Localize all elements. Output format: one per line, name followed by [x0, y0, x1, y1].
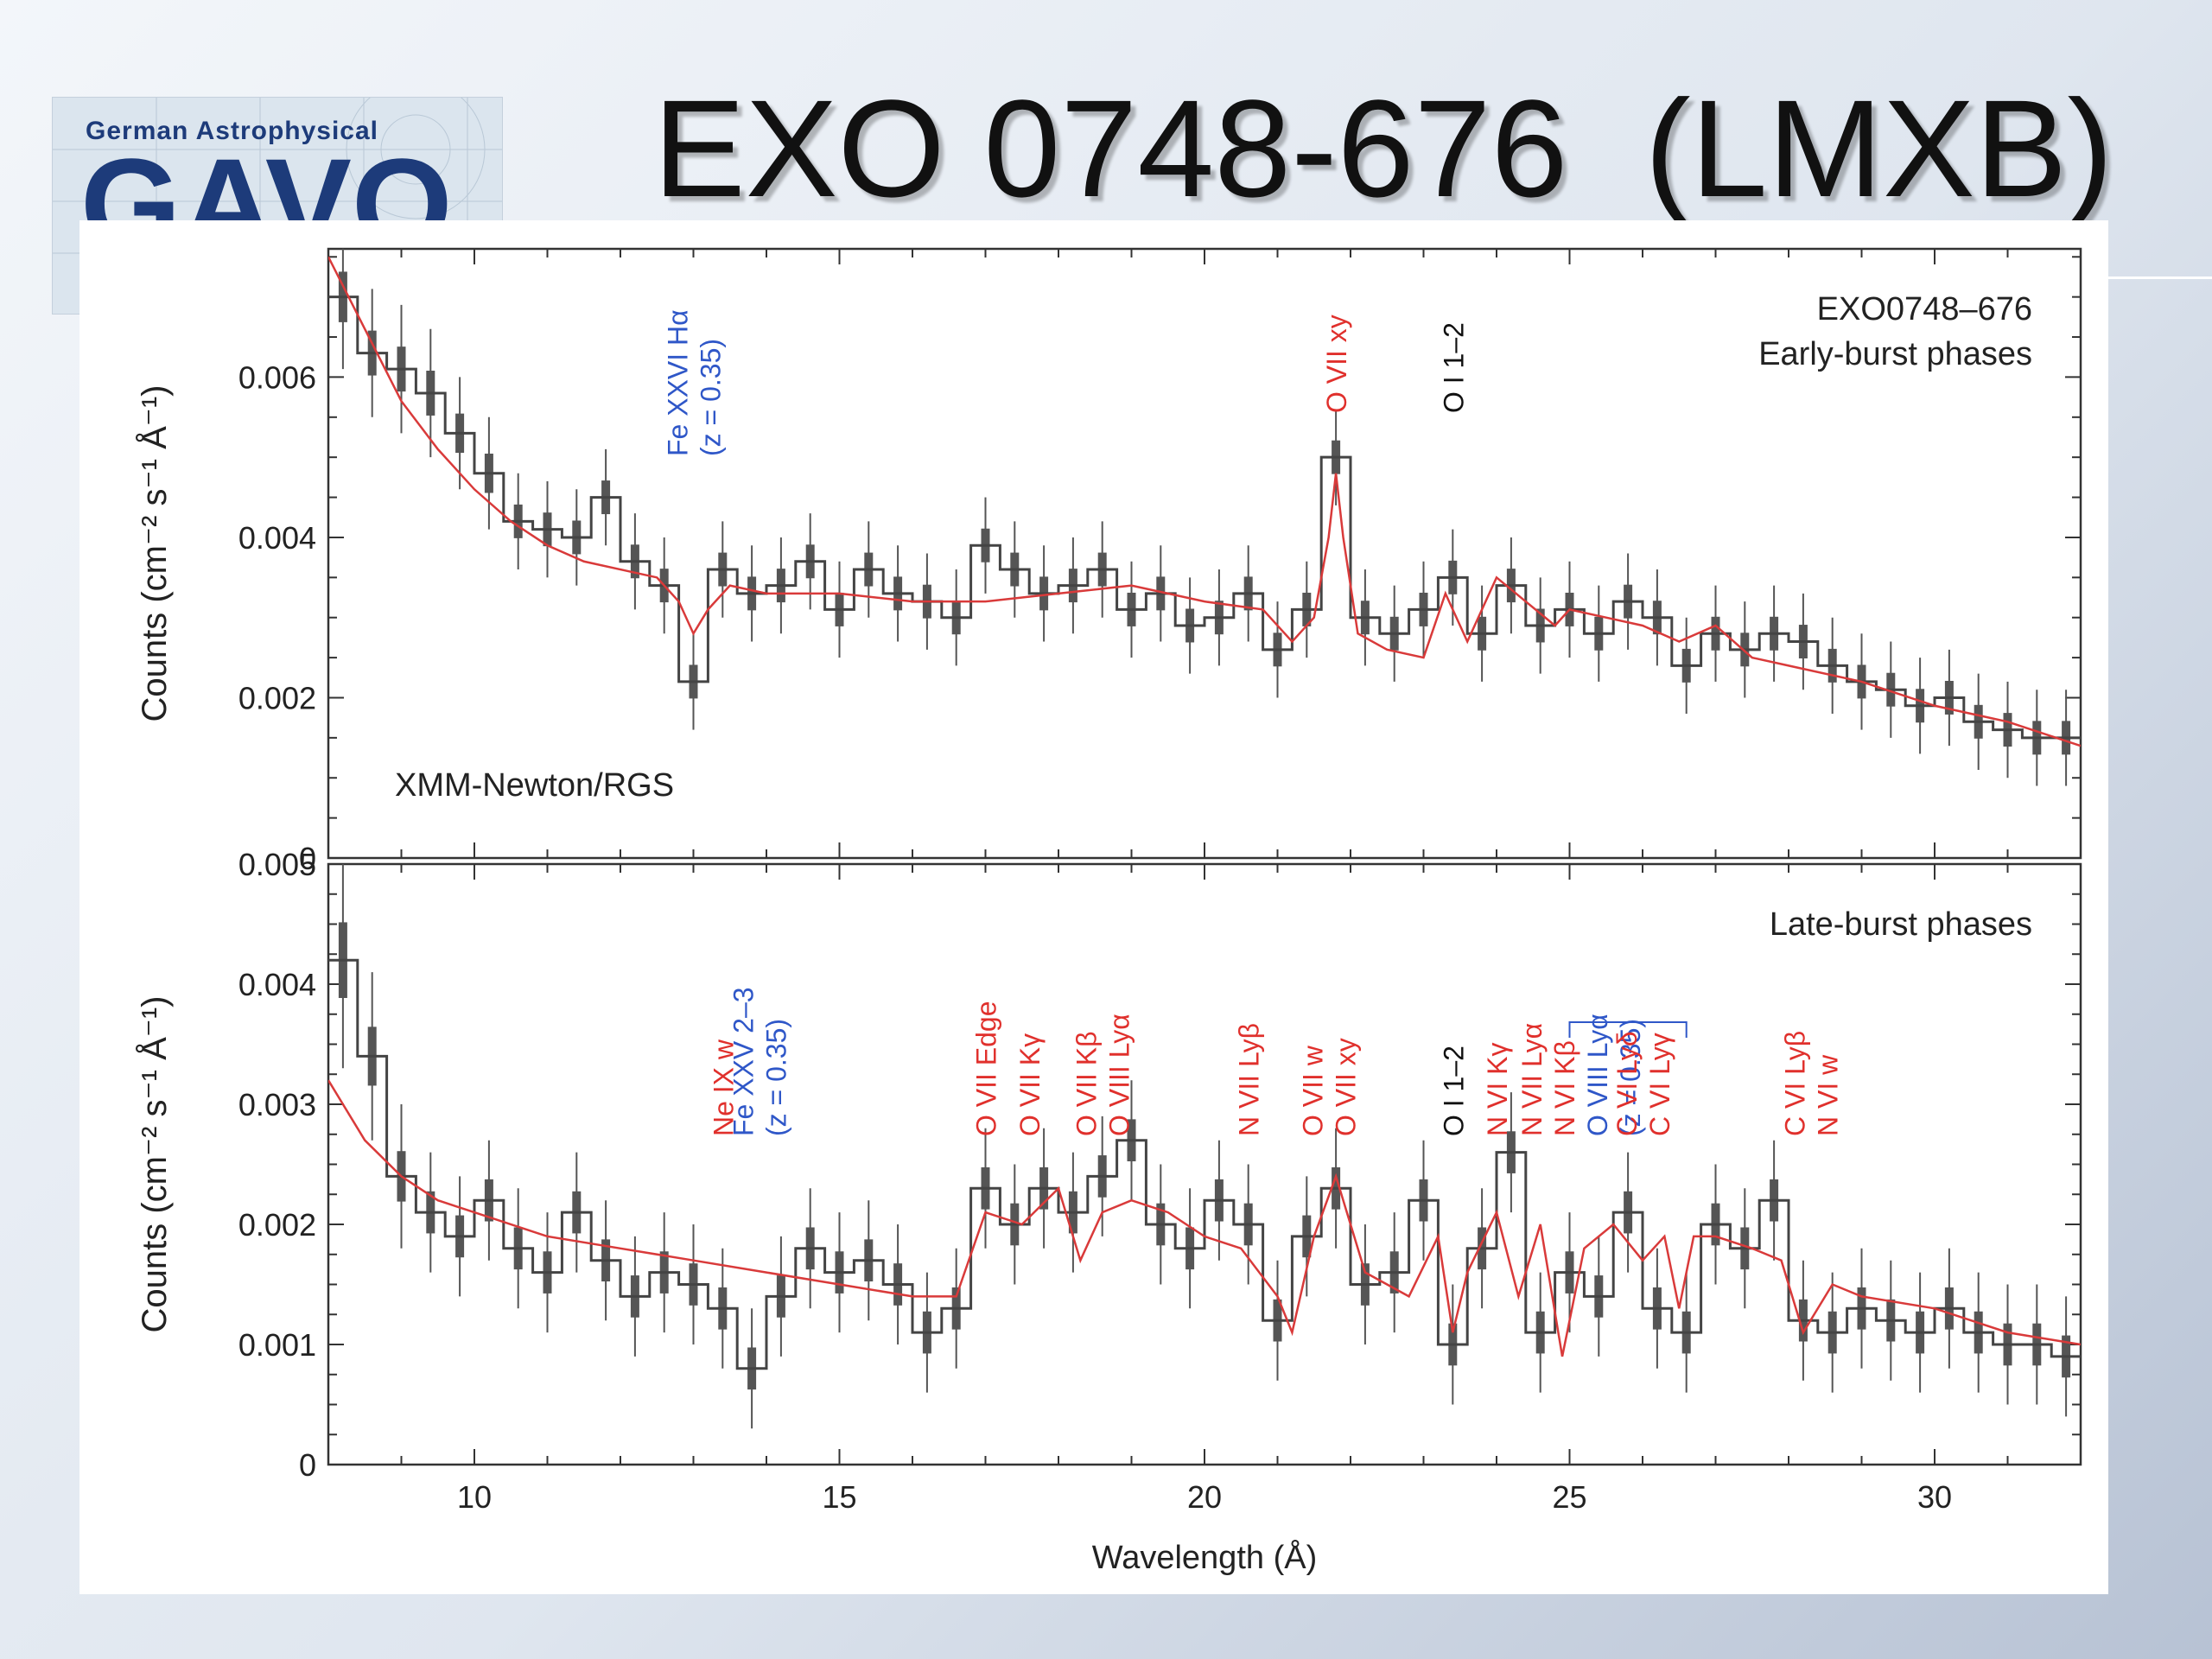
line-label: (z = 0.35) [761, 1019, 792, 1136]
data-layer [328, 249, 2081, 786]
line-label: C VI Lyγ [1644, 1033, 1675, 1136]
data-layer [328, 864, 2081, 1429]
panel-top: 0 0.002 0.004 0.006 Counts (cm⁻² s⁻¹ Å⁻¹) EXO… [135, 247, 2082, 876]
slide-title: EXO 0748-676 (LMXB) [653, 71, 2113, 226]
line-label: O I 1–2 [1438, 322, 1469, 413]
line-label: O VII xy [1331, 1038, 1362, 1136]
line-annotations: Ne IX wFe XXV 2–3 (z = 0.35) O VII Edge O V… [708, 987, 1843, 1136]
plot-frame [327, 862, 2082, 1466]
y-tick-label: 0.002 [238, 1207, 316, 1243]
x-tick-label: 30 [1917, 1479, 1952, 1515]
y-tick-label: 0.005 [238, 847, 316, 882]
line-label: O VII Kβ [1071, 1031, 1103, 1136]
line-label: (z = 0.35) [696, 339, 727, 456]
line-label: O VII Kγ [1014, 1033, 1046, 1136]
model-line [328, 1079, 2081, 1357]
line-annotations: Fe XXVI Hα (z = 0.35) O VII xy O I 1–2 [663, 309, 1470, 456]
line-label: (z = 0.35) [1615, 1019, 1646, 1136]
line-label: N VI w [1812, 1054, 1843, 1136]
x-axis-label: Wavelength (Å) [1092, 1538, 1317, 1576]
panel-bottom: 10 15 20 25 30 0 0.001 0.002 0.003 0.004 0.005 Coun… [135, 847, 2082, 1576]
y-tick-label: 0.003 [238, 1087, 316, 1122]
line-label: O VIII Lyα [1582, 1014, 1613, 1136]
y-axis-label: Counts (cm⁻² s⁻¹ Å⁻¹) [135, 995, 174, 1332]
panel-label: Late-burst phases [1770, 906, 2032, 943]
y-tick-label: 0.001 [238, 1327, 316, 1363]
x-tick-label: 25 [1552, 1479, 1586, 1515]
panel-label: EXO0748–676 [1817, 291, 2032, 327]
data-series [328, 249, 2081, 786]
line-label: N VI Kγ [1482, 1043, 1513, 1136]
line-label: Ne IX w [708, 1039, 739, 1136]
redshift-bracket [1568, 1021, 1688, 1038]
x-tick-label: 10 [457, 1479, 492, 1515]
x-tick-label: 20 [1187, 1479, 1222, 1515]
y-tick-label: 0.006 [238, 359, 316, 395]
x-ticks [327, 249, 2082, 858]
data-histogram [328, 296, 2081, 740]
data-histogram [328, 958, 2081, 1370]
line-label: O VII Edge [971, 1001, 1002, 1136]
y-tick-label: 0.002 [238, 680, 316, 715]
y-tick-label: 0 [299, 1447, 316, 1483]
line-label: N VII Lyβ [1234, 1023, 1265, 1136]
line-label: C VI Lyβ [1779, 1031, 1810, 1136]
logo-top-text: German Astrophysical [86, 117, 378, 145]
x-ticks: 10 15 20 25 30 [327, 864, 2082, 1515]
data-series [328, 864, 2081, 1429]
y-ticks: 0 0.002 0.004 0.006 [238, 256, 2081, 876]
line-label: N VI Kβ [1549, 1040, 1580, 1136]
y-tick-label: 0.004 [238, 967, 316, 1002]
y-tick-label: 0 [299, 841, 316, 876]
y-tick-label: 0.004 [238, 520, 316, 556]
line-label: Fe XXVI Hα [663, 309, 694, 456]
title-rule [2091, 276, 2212, 279]
panel-label: Early-burst phases [1758, 336, 2032, 372]
instrument-label: XMM-Newton/RGS [395, 767, 674, 804]
spectrum-chart: 0 0.002 0.004 0.006 Counts (cm⁻² s⁻¹ Å⁻¹) EXO… [135, 247, 2082, 1576]
line-label: N VII Lyα [1516, 1023, 1548, 1136]
chart-panel: 0 0.002 0.004 0.006 Counts (cm⁻² s⁻¹ Å⁻¹) EXO… [79, 220, 2108, 1594]
line-label: O VII xy [1321, 315, 1352, 413]
line-label: Fe XXV 2–3 [728, 987, 760, 1136]
line-label: O VIII Lyα [1104, 1014, 1135, 1136]
y-axis-label: Counts (cm⁻² s⁻¹ Å⁻¹) [135, 385, 174, 721]
model-line [328, 256, 2081, 747]
x-tick-label: 15 [822, 1479, 856, 1515]
line-label: O VII w [1298, 1045, 1329, 1136]
y-ticks: 0 0.001 0.002 0.003 0.004 0.005 [238, 847, 2081, 1483]
line-label: C VI Lyδ [1611, 1031, 1643, 1136]
line-label: O I 1–2 [1438, 1046, 1469, 1136]
